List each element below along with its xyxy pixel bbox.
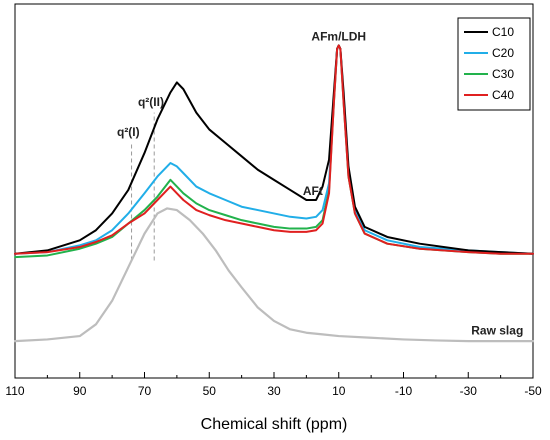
reference-lines xyxy=(131,112,155,261)
annotation-label: Raw slag xyxy=(471,323,523,337)
legend: C10 C20 C30 C40 xyxy=(457,17,531,111)
x-tick-label: 10 xyxy=(332,384,346,398)
x-tick-label: 90 xyxy=(73,384,87,398)
series-layer xyxy=(13,44,535,343)
annotations: AFm/LDH AFt q²(II) q²(I) Raw slag xyxy=(117,29,523,337)
x-tick-label: 110 xyxy=(5,384,24,398)
legend-label: C40 xyxy=(492,88,514,102)
annotation-label: q²(I) xyxy=(117,125,140,139)
series-line-c20 xyxy=(14,44,534,255)
legend-label: C30 xyxy=(492,67,514,81)
x-tick-label: -50 xyxy=(524,384,542,398)
x-axis-title: Chemical shift (ppm) xyxy=(201,416,348,433)
x-tick-label: 50 xyxy=(203,384,217,398)
annotation-label: AFt xyxy=(303,184,323,198)
series-line-c30 xyxy=(14,44,534,259)
annotation-label: AFm/LDH xyxy=(311,29,366,43)
annotation-label: q²(II) xyxy=(138,95,164,109)
series-line-raw-slag xyxy=(13,207,535,343)
legend-label: C10 xyxy=(492,25,514,39)
series-line-c40 xyxy=(14,44,534,255)
x-axis-ticks: 110 90 70 50 30 10 -10 -30 -50 xyxy=(5,372,542,398)
series-line-c10 xyxy=(14,44,534,255)
x-tick-label: -10 xyxy=(395,384,413,398)
legend-label: C20 xyxy=(492,46,514,60)
x-tick-label: 30 xyxy=(267,384,281,398)
x-tick-label: -30 xyxy=(460,384,478,398)
x-tick-label: 70 xyxy=(138,384,152,398)
